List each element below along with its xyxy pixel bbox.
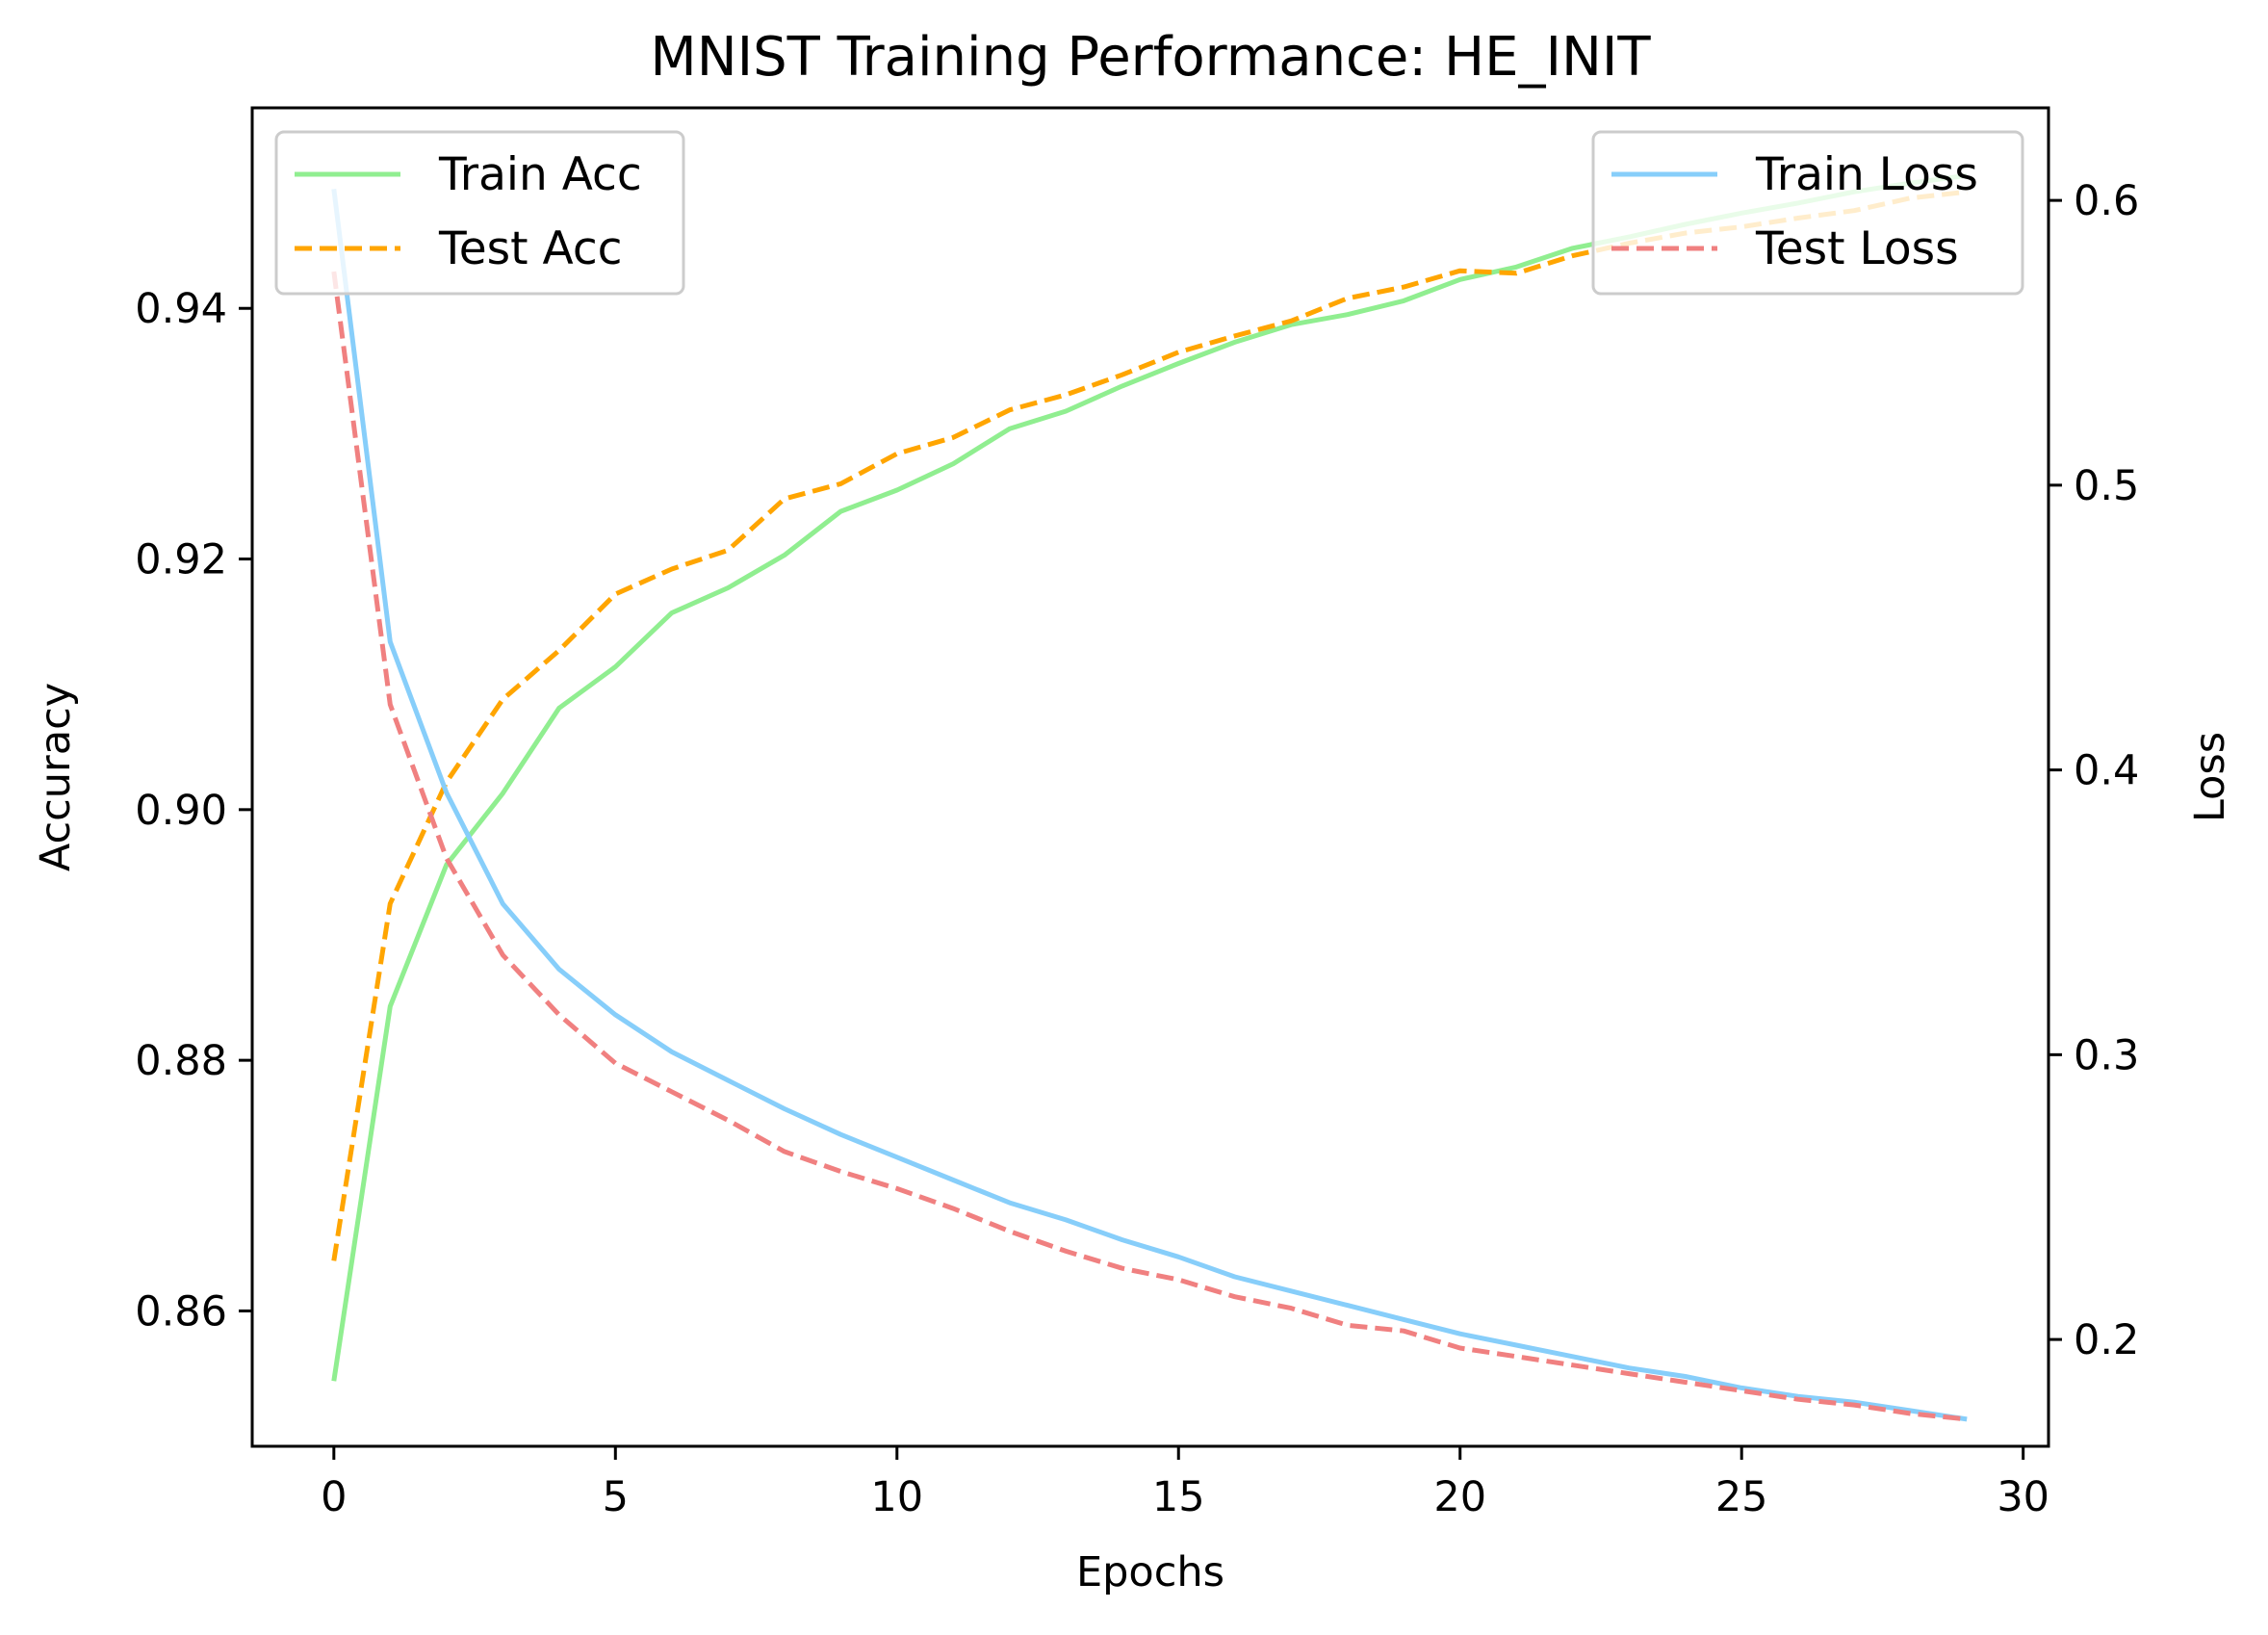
- legend-test-acc-label: Test Acc: [438, 222, 623, 275]
- series-line-test-loss: [331, 271, 1968, 1422]
- legend-train-loss-label: Train Loss: [1755, 148, 1978, 201]
- y-left-tick-label: 0.94: [135, 285, 227, 333]
- y-right-tick-label: 0.2: [2074, 1316, 2139, 1364]
- y-left-tick-label: 0.90: [135, 787, 227, 835]
- y-right-tick-label: 0.4: [2074, 747, 2139, 795]
- legend-accuracy: Train Acc Test Acc: [274, 130, 685, 296]
- plot-frame: [250, 106, 2050, 1448]
- y-left-axis-ticks: 0.86 0.88 0.90 0.92 0.94: [135, 285, 252, 1336]
- x-tick-label: 0: [321, 1473, 347, 1521]
- y-left-axis-title: Accuracy: [32, 683, 80, 871]
- y-right-axis-title: Loss: [2186, 732, 2234, 822]
- x-axis-ticks: 0 5 10 15 20 25 30: [321, 1446, 2049, 1521]
- y-right-tick-label: 0.3: [2074, 1031, 2139, 1079]
- y-left-tick-label: 0.88: [135, 1037, 227, 1085]
- x-tick-label: 15: [1152, 1473, 1205, 1521]
- x-tick-label: 25: [1715, 1473, 1768, 1521]
- x-tick-label: 5: [603, 1473, 629, 1521]
- x-tick-label: 10: [870, 1473, 923, 1521]
- x-axis-title: Epochs: [1076, 1548, 1224, 1596]
- legend-train-acc-label: Train Acc: [438, 148, 642, 201]
- y-right-tick-label: 0.6: [2074, 177, 2139, 225]
- legend-test-loss-label: Test Loss: [1755, 222, 1959, 275]
- x-tick-label: 30: [1997, 1473, 2049, 1521]
- y-right-tick-label: 0.5: [2074, 462, 2139, 510]
- series-line-train-loss: [331, 188, 1968, 1422]
- legend-loss: Train Loss Test Loss: [1591, 130, 2024, 296]
- chart-title: MNIST Training Performance: HE_INIT: [650, 26, 1651, 89]
- y-left-tick-label: 0.92: [135, 536, 227, 584]
- x-tick-label: 20: [1433, 1473, 1486, 1521]
- y-right-axis-ticks: 0.2 0.3 0.4 0.5 0.6: [2049, 177, 2139, 1364]
- y-left-tick-label: 0.86: [135, 1287, 227, 1336]
